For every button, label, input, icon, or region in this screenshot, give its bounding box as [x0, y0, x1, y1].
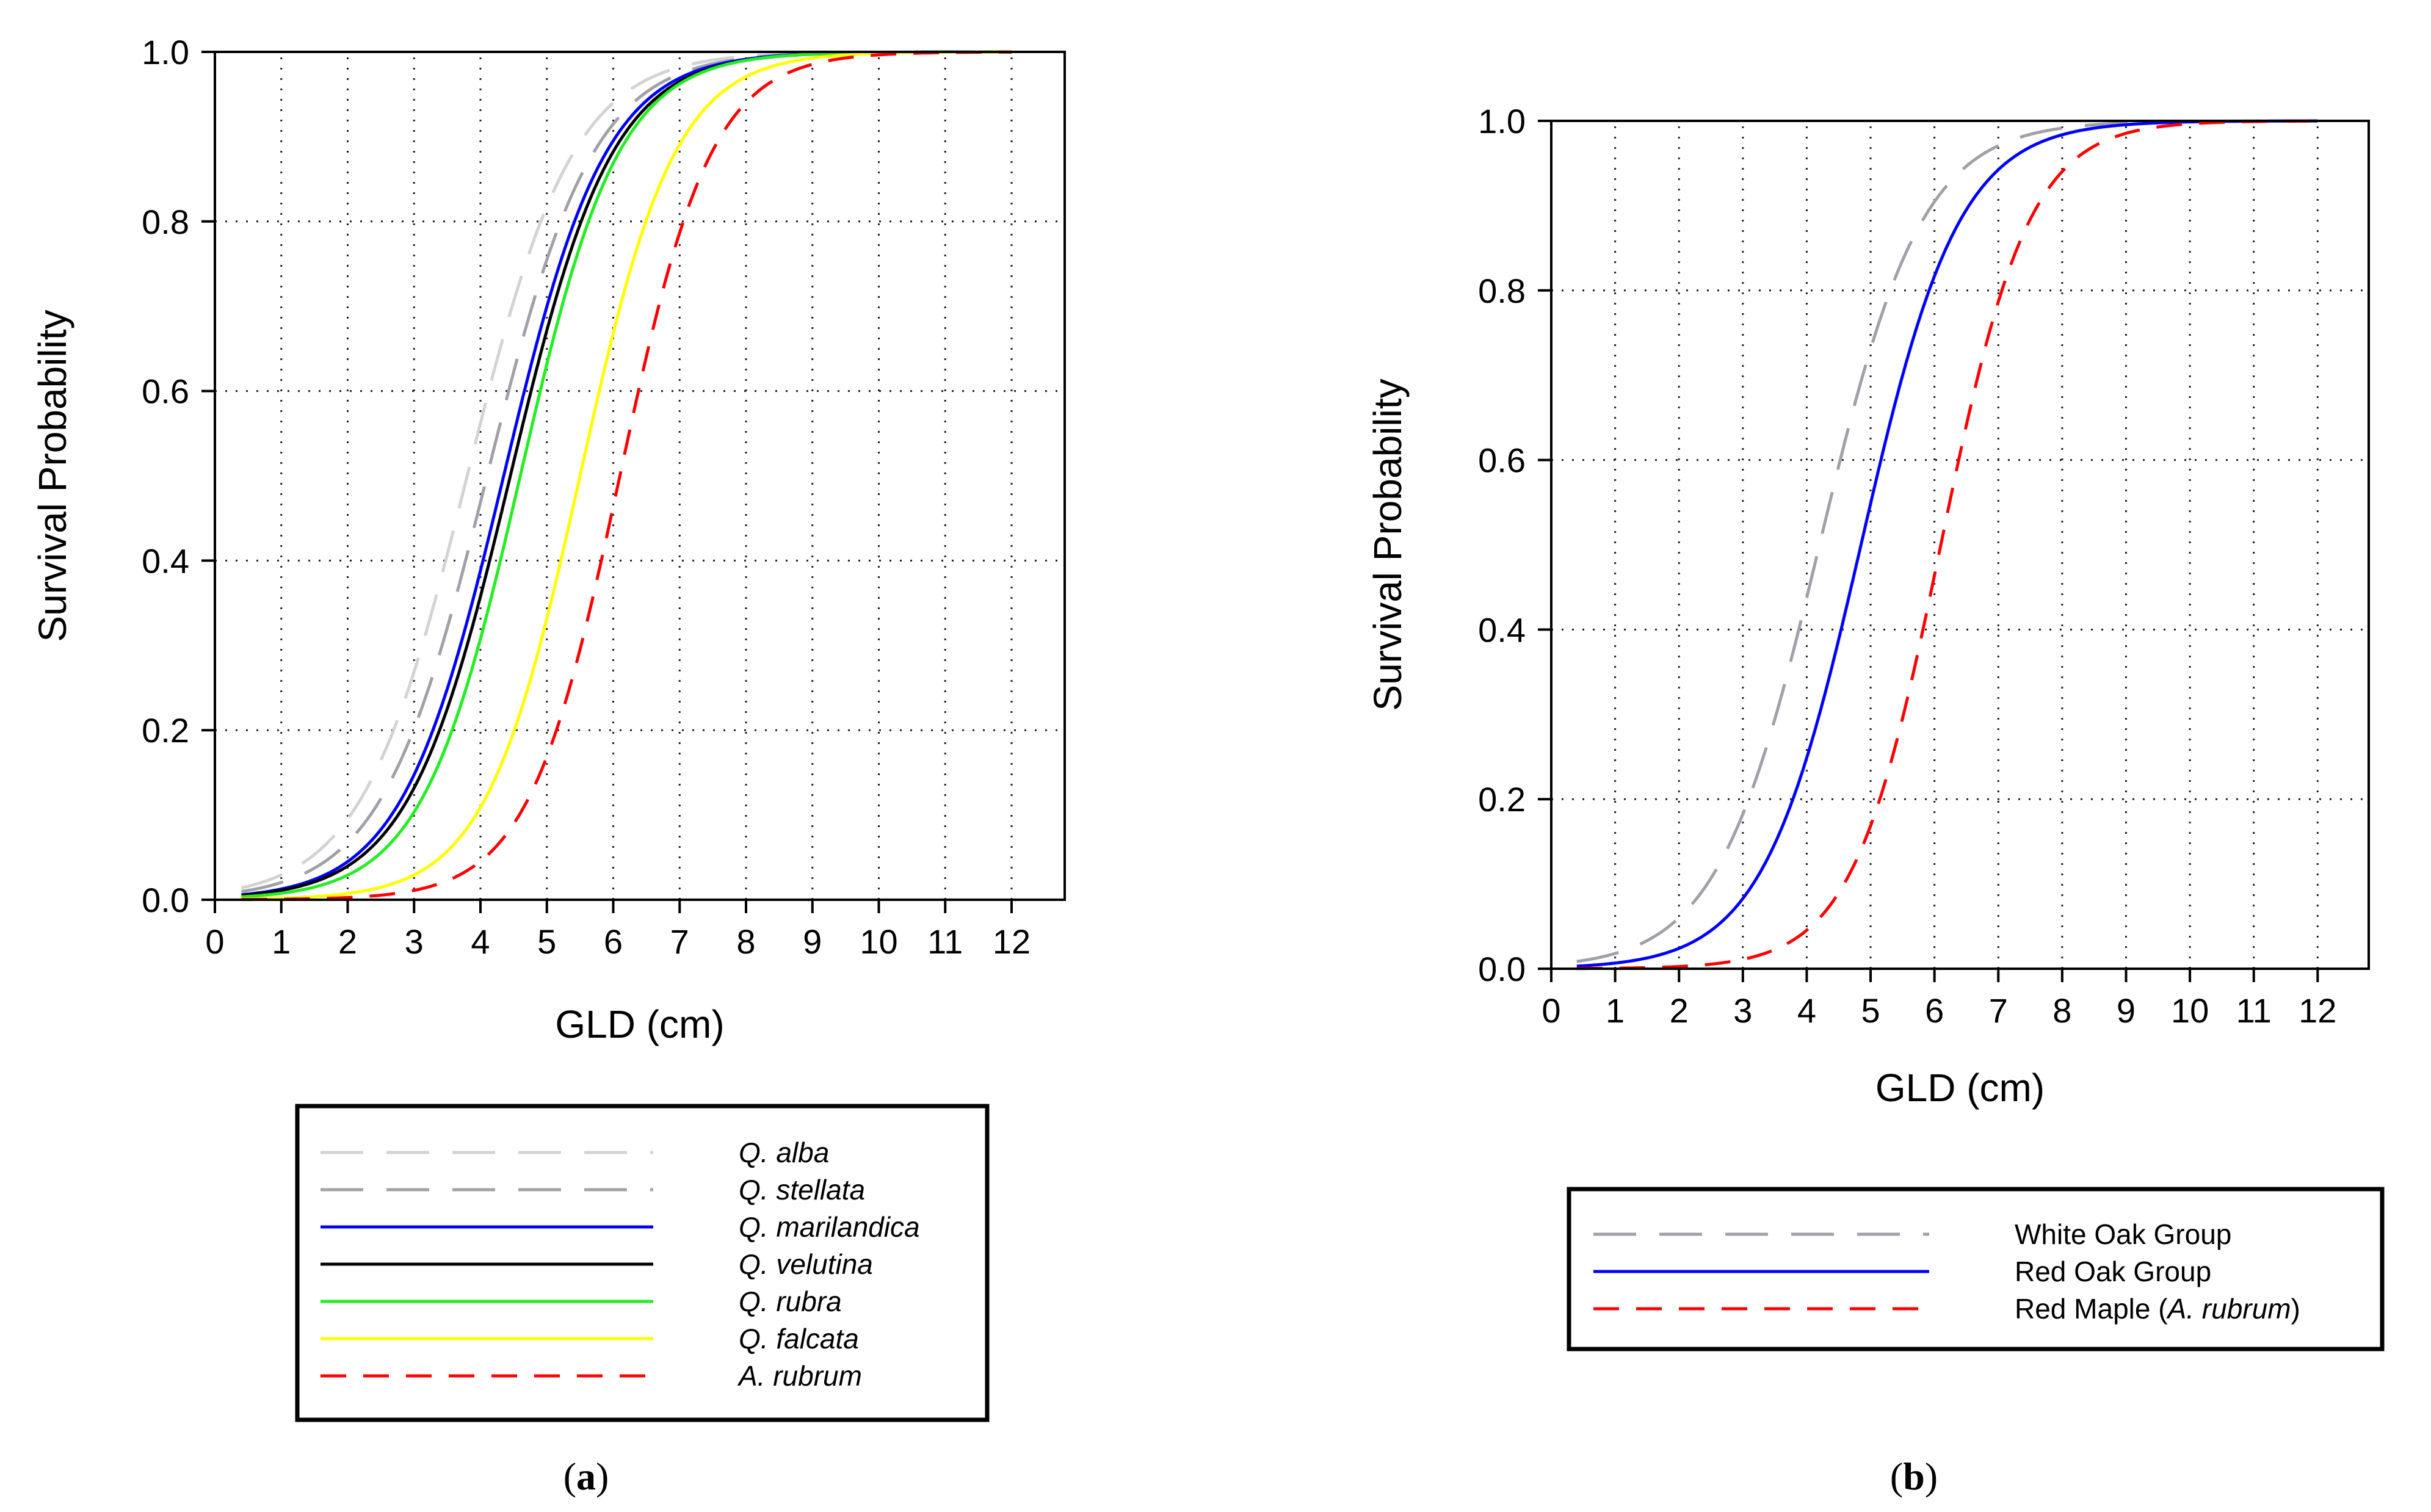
caption-a: (a) [563, 1455, 609, 1498]
x-tick-label: 0 [205, 922, 224, 961]
x-tick-label: 3 [1733, 991, 1752, 1030]
x-tick-label: 10 [860, 922, 897, 961]
x-tick-label: 4 [1797, 991, 1816, 1030]
x-tick-label: 2 [338, 922, 357, 961]
y-tick-label: 0.0 [142, 881, 189, 919]
legend-label: Q. falcata [739, 1323, 859, 1355]
x-tick-label: 1 [1606, 991, 1625, 1030]
x-tick-label: 6 [1925, 991, 1944, 1030]
legend-label: Red Maple (A. rubrum) [2015, 1293, 2300, 1325]
x-tick-label: 7 [1989, 991, 2008, 1030]
x-tick-label: 10 [2171, 991, 2209, 1030]
series-line-a-rubrum [241, 50, 1012, 902]
legend-label: White Oak Group [2015, 1218, 2231, 1250]
series-line-white-oak-group [1576, 119, 2318, 963]
legend-label: Q. marilandica [739, 1211, 920, 1243]
y-tick-label: 0.4 [142, 541, 189, 580]
plot-frame [214, 51, 1066, 901]
legend-label: Q. alba [739, 1137, 829, 1168]
y-tick-label: 0.8 [1478, 272, 1526, 310]
y-axis-label: Survival Probability [31, 309, 74, 642]
x-tick-label: 11 [927, 922, 963, 961]
y-tick-label: 0.6 [1478, 441, 1526, 480]
x-tick-label: 4 [471, 922, 490, 961]
series-line-q-alba [241, 50, 1012, 889]
x-tick-label: 9 [2117, 991, 2136, 1030]
grid [215, 52, 1065, 900]
x-tick-label: 5 [537, 922, 556, 961]
y-tick-label: 1.0 [142, 33, 189, 71]
x-tick-label: 11 [2236, 991, 2272, 1030]
legend-label: A. rubrum [737, 1360, 862, 1392]
y-tick-label: 0.0 [1478, 950, 1526, 988]
grid [1551, 121, 2369, 969]
x-tick-label: 2 [1670, 991, 1689, 1030]
x-tick-label: 8 [736, 922, 755, 961]
x-tick-label: 9 [803, 922, 822, 961]
x-tick-label: 12 [993, 922, 1031, 961]
y-tick-label: 0.8 [142, 203, 189, 241]
legend-b: White Oak Group Red Oak Group Red Maple (A… [1567, 1187, 2385, 1351]
x-tick-label: 5 [1861, 991, 1880, 1030]
x-tick-label: 6 [604, 922, 623, 961]
plot-frame [1550, 120, 2370, 970]
legend-label: Q. stellata [739, 1174, 865, 1206]
legend-label: Q. rubra [739, 1286, 842, 1317]
series-line-q-stellata [241, 50, 1012, 893]
x-axis-label: GLD (cm) [1875, 1066, 2045, 1110]
y-tick-label: 1.0 [1478, 102, 1526, 140]
y-tick-label: 0.2 [142, 711, 189, 750]
x-tick-label: 12 [2299, 991, 2336, 1030]
legend-label: Red Oak Group [2015, 1256, 2211, 1287]
x-tick-label: 0 [1542, 991, 1560, 1030]
y-tick-label: 0.4 [1478, 610, 1526, 649]
y-tick-label: 0.6 [142, 372, 189, 411]
x-tick-label: 1 [272, 922, 291, 961]
legend-a: Q. alba Q. stellata Q. marilandica Q. velut… [295, 1104, 990, 1422]
legend-label: Q. velutina [739, 1248, 873, 1280]
x-tick-label: 7 [670, 922, 689, 961]
x-tick-label: 3 [405, 922, 424, 961]
y-axis-label: Survival Probability [1366, 378, 1410, 711]
x-tick-label: 8 [2052, 991, 2071, 1030]
x-axis-label: GLD (cm) [555, 1002, 724, 1046]
caption-b: (b) [1890, 1455, 1938, 1498]
y-tick-label: 0.2 [1478, 780, 1526, 819]
